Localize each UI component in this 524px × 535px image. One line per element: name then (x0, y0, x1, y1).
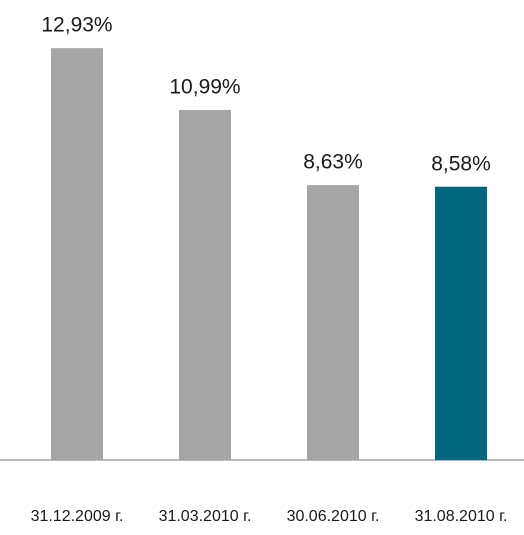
x-tick-label: 31.12.2009 г. (31, 508, 124, 525)
value-label: 8,58% (431, 152, 491, 175)
bar (307, 185, 359, 460)
x-tick-label: 31.03.2010 г. (159, 508, 252, 525)
value-label: 8,63% (303, 151, 363, 174)
value-label: 12,93% (41, 14, 112, 37)
x-tick-label: 31.08.2010 г. (415, 508, 508, 525)
bar (51, 48, 103, 461)
value-label: 10,99% (169, 75, 240, 98)
bar (179, 109, 231, 460)
x-tick-label: 30.06.2010 г. (287, 508, 380, 525)
bar (435, 186, 487, 460)
